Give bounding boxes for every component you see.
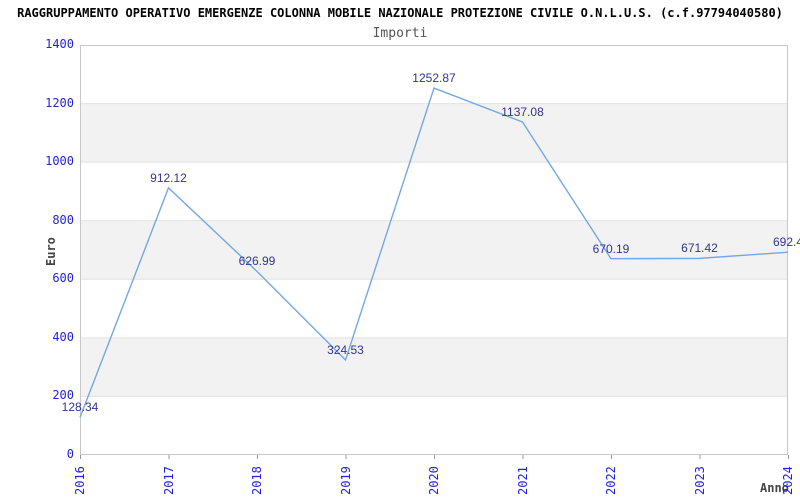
point-value-label: 692.4 bbox=[772, 235, 800, 250]
point-value-label: 128.34 bbox=[61, 400, 99, 415]
x-tick-label: 2017 bbox=[161, 466, 176, 495]
y-tick-label: 600 bbox=[52, 271, 74, 286]
x-tick-label: 2018 bbox=[250, 466, 264, 495]
x-tick-label: 2021 bbox=[515, 466, 530, 495]
x-tick-label: 2020 bbox=[427, 466, 441, 495]
y-tick-label: 0 bbox=[66, 447, 74, 461]
data-line bbox=[79, 87, 789, 418]
plot-border bbox=[80, 45, 788, 455]
point-value-label: 1252.87 bbox=[412, 71, 456, 86]
point-value-label: 671.42 bbox=[681, 241, 718, 256]
grid-band bbox=[80, 103, 788, 163]
grid-band bbox=[80, 337, 788, 397]
point-value-label: 912.12 bbox=[150, 170, 187, 185]
x-axis-label: Anno bbox=[760, 481, 789, 495]
x-tick-label: 2016 bbox=[73, 466, 87, 495]
x-tick-label: 2022 bbox=[604, 466, 618, 495]
chart-subtitle: Importi bbox=[372, 26, 428, 41]
y-tick-label: 200 bbox=[52, 388, 74, 403]
point-value-label: 670.19 bbox=[592, 241, 630, 256]
x-tick-label: 2024 bbox=[781, 466, 795, 495]
grid-band bbox=[80, 220, 788, 280]
chart-title: RAGGRUPPAMENTO OPERATIVO EMERGENZE COLON… bbox=[17, 6, 783, 20]
x-tick-label: 2019 bbox=[338, 466, 353, 495]
point-value-label: 626.99 bbox=[238, 254, 276, 269]
x-tick-label: 2023 bbox=[692, 466, 707, 495]
y-tick-label: 800 bbox=[52, 212, 74, 227]
point-value-label: 1137.08 bbox=[501, 104, 544, 119]
y-tick-label: 1000 bbox=[45, 154, 74, 169]
y-axis-label: Euro bbox=[44, 237, 58, 266]
y-tick-label: 1200 bbox=[45, 95, 74, 110]
point-value-label: 324.53 bbox=[327, 342, 364, 357]
y-tick-label: 1400 bbox=[45, 37, 74, 51]
y-tick-label: 400 bbox=[52, 329, 74, 344]
